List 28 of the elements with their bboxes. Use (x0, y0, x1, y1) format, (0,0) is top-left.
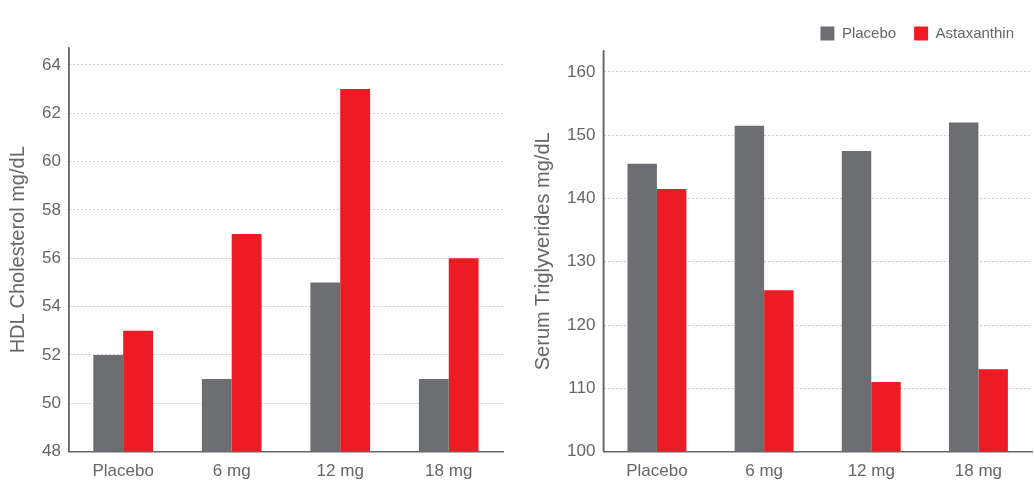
x-tick-label: 18 mg (425, 461, 473, 481)
legend-label: Placebo (841, 23, 897, 41)
x-tick-label: 18 mg (954, 461, 1003, 481)
y-tick-label: 64 (41, 54, 61, 74)
y-tick-label: 100 (566, 441, 596, 461)
y-axis-title: HDL Cholesterol mg/dL (5, 146, 28, 354)
x-tick-label: 12 mg (847, 461, 895, 481)
x-tick-label: Placebo (92, 461, 154, 481)
y-tick-label: 52 (41, 344, 61, 364)
y-tick-label: 160 (566, 61, 596, 81)
y-tick-label: 150 (566, 124, 596, 144)
y-tick-label: 58 (41, 199, 61, 219)
legend-label: Astaxanthin (935, 23, 1015, 41)
y-tick-label: 130 (566, 251, 596, 271)
y-axis-title: Serum Triglyverides mg/dL (530, 132, 553, 371)
x-tick-label: 6 mg (745, 461, 783, 481)
x-tick-label: Placebo (626, 461, 688, 481)
y-tick-label: 50 (41, 392, 61, 412)
y-tick-label: 60 (41, 151, 61, 171)
y-tick-label: 48 (41, 441, 61, 461)
y-tick-label: 56 (41, 247, 61, 267)
y-tick-label: 54 (41, 296, 61, 316)
x-tick-label: 12 mg (316, 461, 364, 481)
y-tick-label: 62 (41, 102, 61, 122)
y-tick-label: 140 (566, 188, 596, 208)
y-tick-label: 120 (566, 314, 596, 334)
y-tick-label: 110 (568, 378, 596, 397)
x-tick-label: 6 mg (212, 461, 251, 481)
